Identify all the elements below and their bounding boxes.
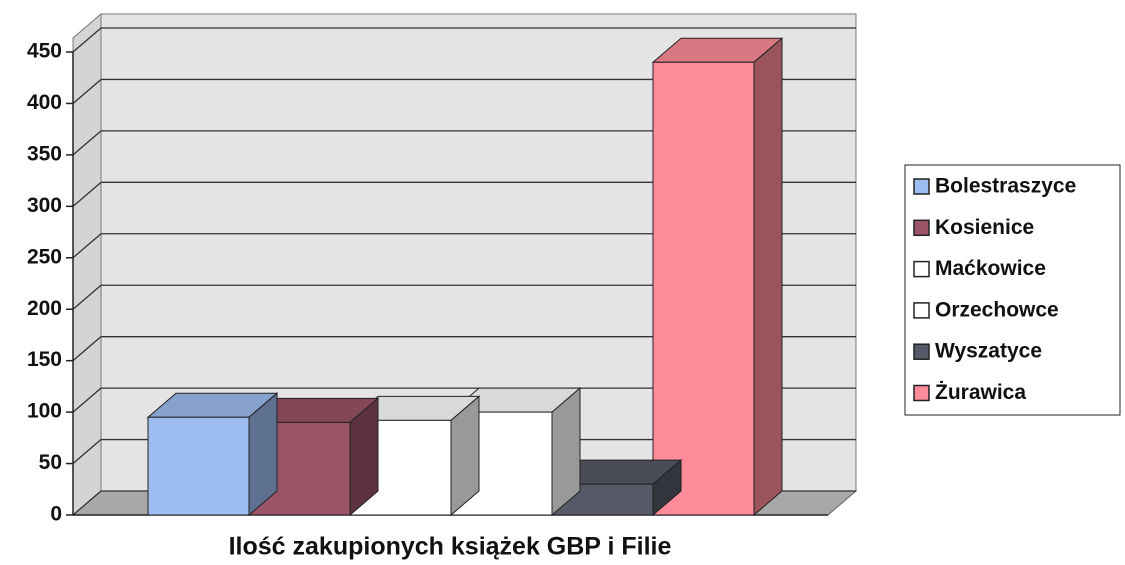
y-tick-label: 150 (27, 348, 62, 371)
bar (651, 37, 784, 517)
y-tick-label: 250 (27, 245, 62, 268)
legend-swatch (913, 178, 930, 195)
legend-label: Orzechowce (935, 298, 1059, 321)
legend-label: Kosienice (935, 216, 1034, 239)
grid-line (72, 490, 102, 516)
legend-swatch (913, 219, 930, 237)
y-tick-label: 200 (27, 297, 62, 320)
x-axis-title: Ilość zakupionych książek GBP i Filie (229, 533, 672, 561)
y-tick-label: 450 (27, 40, 62, 63)
legend-swatch (913, 343, 930, 360)
grid-line (72, 336, 102, 362)
legend-label: Maćkowice (935, 257, 1046, 280)
grid-line (72, 27, 102, 53)
y-tick-label: 400 (27, 91, 62, 114)
grid-line (72, 78, 102, 104)
y-tick-label: 350 (27, 142, 62, 165)
legend-label: Wyszatyce (935, 340, 1042, 363)
bar-side (753, 37, 783, 517)
y-tick-label: 0 (50, 503, 62, 526)
y-tick-label: 50 (39, 451, 62, 474)
legend-label: Bolestraszyce (935, 175, 1076, 198)
legend-swatch (913, 302, 930, 319)
grid-line (72, 233, 102, 259)
y-tick-label: 300 (27, 194, 62, 217)
legend-label: Żurawica (935, 381, 1026, 404)
y-tick-label: 100 (27, 400, 62, 423)
bar-front (147, 416, 250, 516)
grid-line (72, 439, 102, 465)
grid-line (72, 387, 102, 413)
legend-box (904, 164, 1121, 416)
bar-front (652, 61, 755, 516)
grid-line (72, 284, 102, 310)
legend-swatch (913, 260, 930, 278)
legend-swatch (913, 384, 930, 402)
grid-line (72, 130, 102, 156)
bar (146, 392, 279, 517)
side-wall (72, 12, 102, 517)
grid-line (72, 181, 102, 207)
